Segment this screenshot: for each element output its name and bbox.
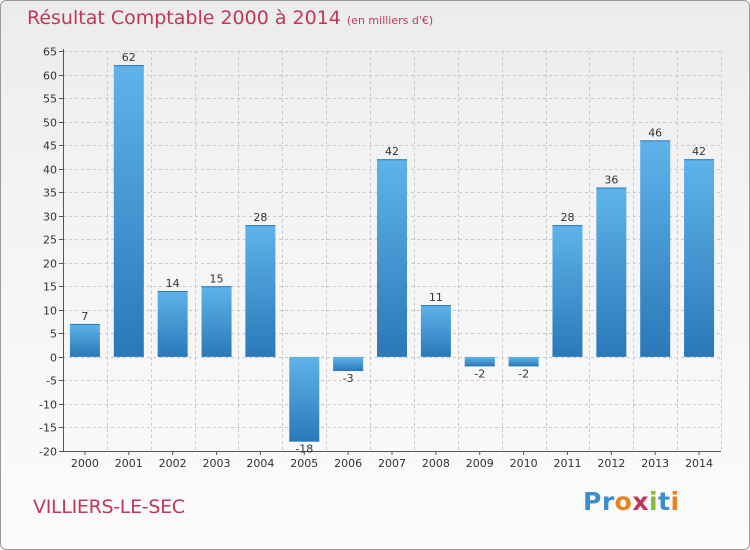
axes: 65605550454035302520151050-5-10-15-20200… bbox=[39, 46, 721, 470]
value-label-2004: 28 bbox=[253, 211, 267, 224]
value-label-2010: -2 bbox=[518, 367, 529, 380]
x-tick-label: 2012 bbox=[597, 457, 625, 470]
logo-letter: t bbox=[658, 487, 671, 516]
x-tick-label: 2006 bbox=[334, 457, 362, 470]
x-tick-label: 2010 bbox=[510, 457, 538, 470]
y-tick-label: 35 bbox=[43, 187, 57, 200]
bar-2013 bbox=[640, 140, 671, 357]
bar-2002 bbox=[157, 291, 188, 357]
value-label-2002: 14 bbox=[166, 277, 180, 290]
bar-2007 bbox=[377, 159, 407, 357]
x-tick-label: 2003 bbox=[203, 457, 231, 470]
bar-2004 bbox=[245, 225, 276, 357]
y-tick-label: 55 bbox=[43, 93, 57, 106]
value-label-2000: 7 bbox=[81, 310, 88, 323]
bar-2005 bbox=[289, 356, 320, 442]
y-tick-label: -15 bbox=[39, 422, 57, 435]
chart-subtitle: (en milliers d'€) bbox=[346, 14, 434, 27]
value-label-2011: 28 bbox=[560, 211, 574, 224]
value-label-2014: 42 bbox=[692, 145, 706, 158]
x-tick-label: 2002 bbox=[159, 457, 187, 470]
y-tick-label: 60 bbox=[43, 70, 57, 83]
y-tick-label: 20 bbox=[43, 258, 57, 271]
bar-2006 bbox=[333, 356, 364, 371]
bar-2001 bbox=[113, 65, 144, 357]
y-tick-label: -5 bbox=[46, 375, 57, 388]
bar-2014 bbox=[684, 159, 715, 357]
x-tick-label: 2007 bbox=[378, 457, 406, 470]
y-tick-label: 50 bbox=[43, 117, 57, 130]
value-label-2012: 36 bbox=[604, 173, 618, 186]
y-tick-label: 30 bbox=[43, 211, 57, 224]
value-label-2005: -18 bbox=[295, 443, 313, 456]
y-tick-label: 45 bbox=[43, 140, 57, 153]
logo-letter: r bbox=[601, 487, 615, 516]
value-label-2013: 46 bbox=[648, 126, 662, 139]
value-label-2006: -3 bbox=[343, 372, 354, 385]
bar-2012 bbox=[596, 187, 627, 357]
logo-letter: i bbox=[670, 487, 680, 516]
x-tick-label: 2014 bbox=[685, 457, 713, 470]
chart-title: Résultat Comptable 2000 à 2014 (en millie… bbox=[27, 7, 433, 29]
x-tick-label: 2001 bbox=[115, 457, 143, 470]
x-tick-label: 2004 bbox=[246, 457, 274, 470]
bar-2003 bbox=[201, 286, 232, 357]
x-tick-label: 2000 bbox=[71, 457, 99, 470]
bars bbox=[69, 65, 715, 442]
y-tick-label: 5 bbox=[50, 328, 57, 341]
proxiti-logo: Proxiti bbox=[583, 487, 680, 516]
y-tick-label: 0 bbox=[50, 352, 57, 365]
bar-2009 bbox=[464, 356, 495, 367]
x-tick-label: 2013 bbox=[641, 457, 669, 470]
bar-2011 bbox=[552, 225, 583, 357]
y-tick-label: 25 bbox=[43, 234, 57, 247]
x-tick-label: 2008 bbox=[422, 457, 450, 470]
x-tick-label: 2011 bbox=[553, 457, 581, 470]
y-tick-label: 15 bbox=[43, 281, 57, 294]
y-tick-label: 40 bbox=[43, 164, 57, 177]
x-tick-label: 2005 bbox=[290, 457, 318, 470]
y-tick-label: -20 bbox=[39, 446, 57, 459]
y-tick-label: 10 bbox=[43, 305, 57, 318]
logo-letter: i bbox=[649, 487, 659, 516]
y-tick-label: 65 bbox=[43, 46, 57, 59]
value-label-2001: 62 bbox=[122, 51, 136, 64]
title-text: Résultat Comptable 2000 à 2014 bbox=[27, 7, 341, 29]
value-label-2008: 11 bbox=[429, 291, 443, 304]
data-labels: 7 62 14 15 28 -18 -3 42 11 -2 -2 28 36 46 42 bbox=[81, 51, 706, 455]
logo-letter: x bbox=[632, 487, 649, 516]
y-tick-label: -10 bbox=[39, 399, 57, 412]
value-label-2007: 42 bbox=[385, 145, 399, 158]
bar-2008 bbox=[420, 305, 451, 357]
value-label-2003: 15 bbox=[210, 272, 224, 285]
logo-letter: o bbox=[614, 487, 633, 516]
bar-2010 bbox=[508, 356, 539, 367]
bar-2000 bbox=[69, 323, 100, 357]
commune-name: VILLIERS-LE-SEC bbox=[33, 496, 185, 518]
x-tick-label: 2009 bbox=[466, 457, 494, 470]
value-label-2009: -2 bbox=[474, 367, 485, 380]
logo-letter: P bbox=[583, 487, 602, 516]
